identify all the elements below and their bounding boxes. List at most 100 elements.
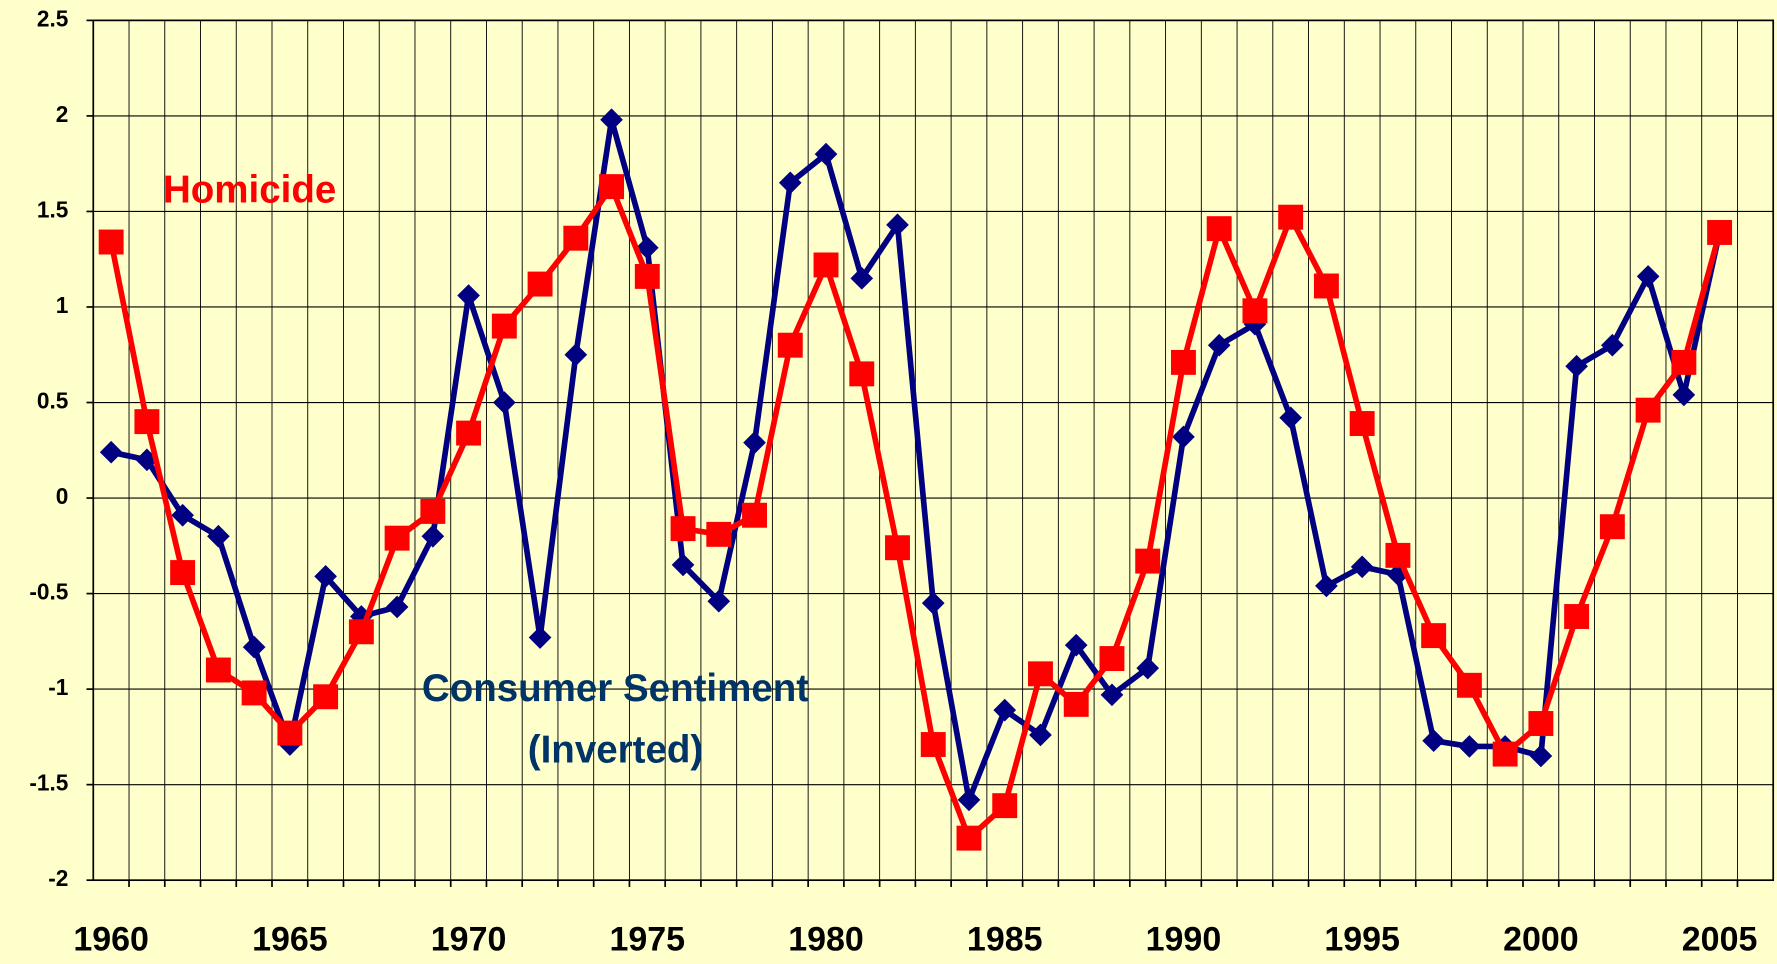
marker-square <box>992 793 1018 819</box>
marker-square <box>1242 298 1268 324</box>
x-tick-label: 1960 <box>73 920 149 958</box>
marker-diamond <box>99 440 123 464</box>
marker-square <box>1206 216 1232 242</box>
marker-diamond <box>242 635 266 659</box>
marker-square <box>1028 661 1053 687</box>
marker-square <box>1421 623 1447 649</box>
x-tick-label: 1975 <box>610 920 686 958</box>
marker-square <box>885 535 910 561</box>
marker-square <box>313 684 339 710</box>
marker-square <box>1135 548 1161 574</box>
marker-diamond <box>1136 656 1160 680</box>
marker-square <box>456 420 482 446</box>
marker-square <box>1599 514 1625 540</box>
marker-diamond <box>814 142 838 166</box>
marker-square <box>1456 672 1482 698</box>
marker-diamond <box>1279 406 1303 430</box>
marker-square <box>1063 691 1089 717</box>
marker-square <box>599 174 625 200</box>
marker-diamond <box>1422 729 1445 753</box>
marker-square <box>1635 397 1661 423</box>
marker-diamond <box>957 788 981 812</box>
x-tick-label: 1965 <box>252 920 328 958</box>
marker-square <box>956 825 982 851</box>
marker-square <box>420 498 446 524</box>
y-tick-label: 1.5 <box>37 196 68 222</box>
marker-diamond <box>635 236 659 260</box>
plot-border <box>92 19 1775 882</box>
marker-square <box>777 332 803 358</box>
x-tick-label: 1980 <box>788 920 864 958</box>
y-tick-label: 0 <box>56 483 69 509</box>
marker-square <box>1349 411 1375 436</box>
marker-square <box>170 560 196 586</box>
marker-square <box>920 732 946 757</box>
y-tick-label: 2 <box>56 101 69 127</box>
marker-diamond <box>1672 383 1696 407</box>
marker-square <box>1707 220 1733 245</box>
marker-square <box>384 525 410 551</box>
x-tick-label: 1990 <box>1146 920 1222 958</box>
marker-square <box>277 720 303 746</box>
marker-square <box>634 263 660 289</box>
marker-diamond <box>707 589 731 613</box>
marker-diamond <box>1064 633 1088 657</box>
marker-diamond <box>671 553 695 577</box>
y-tick-label: -1 <box>48 674 68 700</box>
series-layer <box>98 108 1733 851</box>
marker-square <box>1099 646 1125 672</box>
marker-square <box>1671 349 1697 375</box>
marker-square <box>706 521 732 547</box>
marker-diamond <box>171 503 194 527</box>
marker-square <box>849 361 875 387</box>
marker-diamond <box>600 108 623 132</box>
marker-diamond <box>1565 354 1588 378</box>
marker-diamond <box>743 431 766 454</box>
series-line <box>110 116 1723 803</box>
x-tick-label: 1995 <box>1324 920 1400 958</box>
marker-square <box>1492 741 1518 767</box>
marker-square <box>348 619 374 645</box>
marker-diamond <box>1315 574 1338 598</box>
series-line <box>108 183 1723 841</box>
marker-diamond <box>993 698 1017 722</box>
marker-square <box>813 252 839 278</box>
marker-square <box>98 229 124 255</box>
marker-diamond <box>493 391 516 414</box>
marker-diamond <box>1350 555 1374 579</box>
marker-square <box>241 680 267 706</box>
marker-square <box>1170 349 1196 375</box>
marker-diamond <box>1458 735 1481 758</box>
marker-diamond <box>1100 683 1124 707</box>
x-tick-label: 2000 <box>1503 920 1579 958</box>
marker-square <box>1278 204 1304 230</box>
marker-diamond <box>207 524 230 548</box>
marker-square <box>1564 604 1590 629</box>
marker-diamond <box>778 171 802 195</box>
x-tick-label: 1970 <box>431 920 507 958</box>
y-tick-label: 2.5 <box>37 5 68 31</box>
marker-square <box>1528 711 1554 736</box>
marker-square <box>670 516 696 542</box>
marker-diamond <box>886 213 909 237</box>
y-tick-label: 1 <box>56 292 69 318</box>
x-tick-label: 1985 <box>967 920 1043 958</box>
marker-square <box>527 271 553 297</box>
marker-square <box>134 409 160 435</box>
marker-square <box>205 657 231 683</box>
y-tick-label: -0.5 <box>29 579 68 605</box>
marker-diamond <box>528 626 552 649</box>
annotation: (Inverted) <box>528 728 703 771</box>
series-label: Consumer Sentiment <box>422 667 809 710</box>
marker-square <box>491 313 517 339</box>
marker-diamond <box>1029 723 1052 747</box>
y-tick-label: -2 <box>48 865 68 891</box>
x-tick-label: 2005 <box>1682 920 1758 958</box>
y-tick-label: -1.5 <box>29 770 68 796</box>
series-label: Homicide <box>163 169 336 212</box>
marker-diamond <box>1529 744 1553 768</box>
marker-square <box>563 225 589 251</box>
marker-diamond <box>1636 265 1660 288</box>
marker-square <box>1385 542 1411 568</box>
